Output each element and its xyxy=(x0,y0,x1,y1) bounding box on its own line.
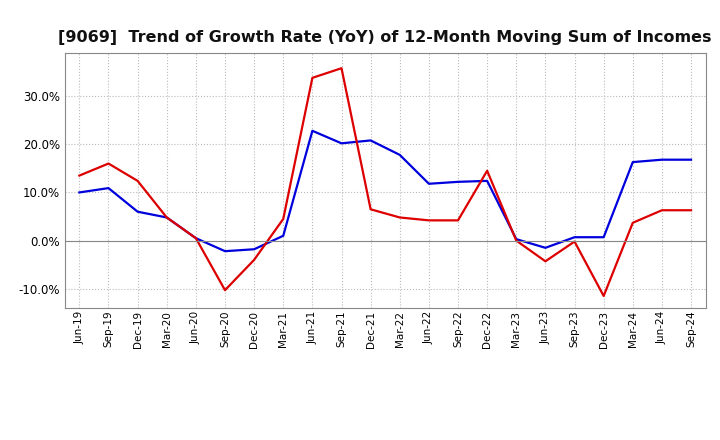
Net Income Growth Rate xyxy=(163,215,171,220)
Ordinary Income Growth Rate xyxy=(163,215,171,220)
Ordinary Income Growth Rate xyxy=(366,138,375,143)
Net Income Growth Rate xyxy=(454,218,462,223)
Net Income Growth Rate xyxy=(279,216,287,222)
Ordinary Income Growth Rate xyxy=(395,152,404,158)
Ordinary Income Growth Rate xyxy=(657,157,666,162)
Ordinary Income Growth Rate xyxy=(104,186,113,191)
Net Income Growth Rate xyxy=(133,178,142,183)
Ordinary Income Growth Rate xyxy=(133,209,142,214)
Net Income Growth Rate xyxy=(541,259,550,264)
Net Income Growth Rate xyxy=(220,288,229,293)
Net Income Growth Rate xyxy=(337,66,346,71)
Net Income Growth Rate xyxy=(629,220,637,225)
Net Income Growth Rate xyxy=(192,235,200,241)
Ordinary Income Growth Rate xyxy=(75,190,84,195)
Ordinary Income Growth Rate xyxy=(192,235,200,241)
Title: [9069]  Trend of Growth Rate (YoY) of 12-Month Moving Sum of Incomes: [9069] Trend of Growth Rate (YoY) of 12-… xyxy=(58,29,712,45)
Ordinary Income Growth Rate xyxy=(687,157,696,162)
Ordinary Income Growth Rate xyxy=(629,159,637,165)
Net Income Growth Rate xyxy=(104,161,113,166)
Net Income Growth Rate xyxy=(366,207,375,212)
Net Income Growth Rate xyxy=(483,168,492,173)
Net Income Growth Rate xyxy=(250,257,258,263)
Ordinary Income Growth Rate xyxy=(250,246,258,252)
Ordinary Income Growth Rate xyxy=(454,179,462,184)
Net Income Growth Rate xyxy=(599,293,608,299)
Ordinary Income Growth Rate xyxy=(541,245,550,250)
Net Income Growth Rate xyxy=(395,215,404,220)
Net Income Growth Rate xyxy=(657,208,666,213)
Ordinary Income Growth Rate xyxy=(308,128,317,133)
Net Income Growth Rate xyxy=(687,208,696,213)
Ordinary Income Growth Rate xyxy=(599,235,608,240)
Net Income Growth Rate xyxy=(512,238,521,243)
Net Income Growth Rate xyxy=(570,239,579,244)
Net Income Growth Rate xyxy=(75,173,84,178)
Ordinary Income Growth Rate xyxy=(337,141,346,146)
Ordinary Income Growth Rate xyxy=(483,178,492,183)
Ordinary Income Growth Rate xyxy=(512,237,521,242)
Line: Ordinary Income Growth Rate: Ordinary Income Growth Rate xyxy=(79,131,691,251)
Line: Net Income Growth Rate: Net Income Growth Rate xyxy=(79,68,691,296)
Ordinary Income Growth Rate xyxy=(220,249,229,254)
Net Income Growth Rate xyxy=(308,75,317,81)
Ordinary Income Growth Rate xyxy=(279,233,287,238)
Ordinary Income Growth Rate xyxy=(425,181,433,187)
Ordinary Income Growth Rate xyxy=(570,235,579,240)
Net Income Growth Rate xyxy=(425,218,433,223)
